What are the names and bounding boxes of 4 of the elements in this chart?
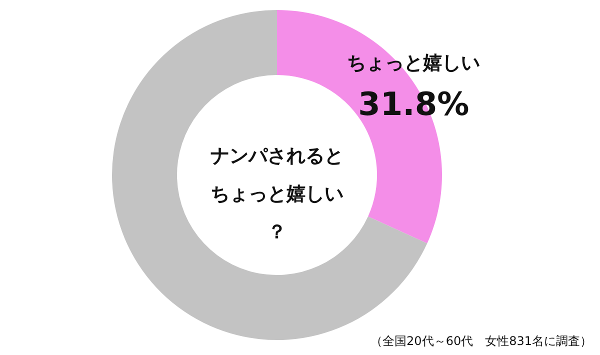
slice-label: ちょっと嬉しい (347, 52, 480, 74)
data-label: 31.8% (358, 85, 470, 124)
text: ナンパされるとちょっと嬉しい？ (210, 144, 344, 245)
text: （全国20代～60代 女性831名に調査） (370, 334, 592, 348)
